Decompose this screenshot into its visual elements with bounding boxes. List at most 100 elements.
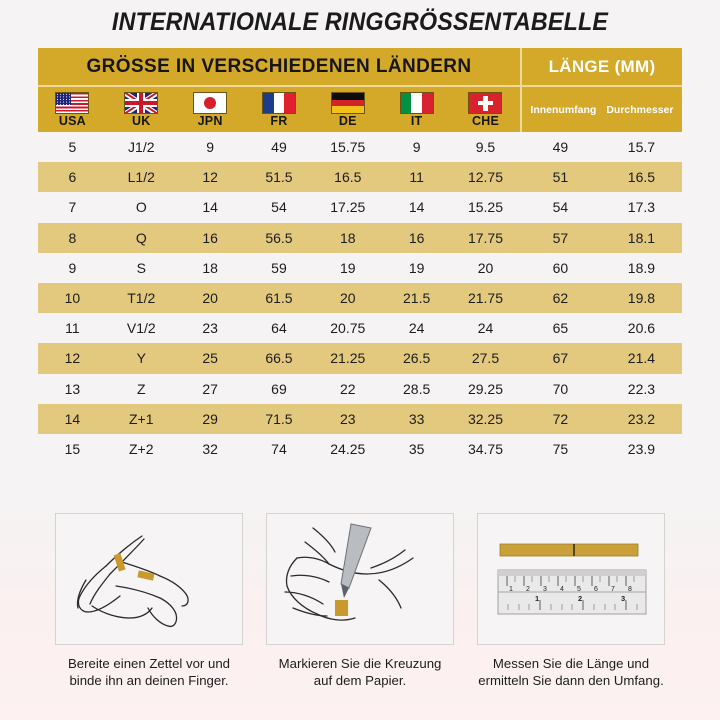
cell-che: 27.5 (471, 350, 500, 367)
cell-de: 17.25 (330, 199, 366, 216)
ring-size-table: GRÖSSE IN VERSCHIEDENEN LÄNDERN LÄNGE (M… (38, 48, 682, 465)
cell-uk: Q (135, 229, 147, 246)
cell-durchmesser: 17.3 (627, 199, 656, 216)
cell-usa: 7 (68, 199, 77, 216)
column-header-usa: USA (38, 87, 107, 132)
cell-it: 9 (412, 139, 421, 156)
cell-de: 19 (340, 259, 356, 276)
svg-text:3: 3 (543, 586, 547, 593)
illustration-hand-marking-with-pen (266, 513, 454, 645)
flag-japan-icon (193, 92, 228, 114)
cell-uk: Z (136, 380, 146, 397)
cell-it: 21.5 (403, 290, 431, 307)
svg-text:2: 2 (578, 594, 582, 603)
instruction-caption-3: Messen Sie die Länge und ermitteln Sie d… (478, 656, 664, 688)
cell-de: 20.75 (330, 320, 366, 337)
cell-fr: 59 (271, 259, 287, 276)
cell-it: 33 (408, 410, 425, 427)
cell-fr: 54 (271, 199, 287, 216)
cell-uk: Z+2 (129, 440, 154, 457)
svg-text:8: 8 (628, 586, 632, 593)
cell-usa: 12 (64, 350, 81, 367)
cell-durchmesser: 15.7 (627, 139, 656, 156)
cell-usa: 10 (64, 290, 81, 307)
table-body: 5 J1/2 9 49 15.75 9 9.5 49 15.7 6 L1/2 12 51.5 16.5 11… (38, 132, 682, 465)
cell-innenumfang: 54 (552, 199, 569, 216)
cell-it: 26.5 (403, 350, 431, 367)
table-row: 9 S 18 59 19 19 20 60 18.9 (38, 252, 682, 283)
flag-italy-icon (399, 92, 434, 114)
cell-che: 21.75 (467, 290, 503, 307)
table-row: 7 O 14 54 17.25 14 15.25 54 17.3 (38, 192, 682, 223)
cell-che: 32.25 (467, 410, 503, 427)
cell-de: 21.25 (330, 350, 366, 367)
table-row: 15 Z+2 32 74 24.25 35 34.75 75 23.9 (38, 433, 682, 465)
cell-jpn: 27 (202, 380, 218, 397)
cell-jpn: 20 (202, 290, 218, 307)
cell-jpn: 16 (202, 229, 218, 246)
cell-fr: 56.5 (265, 229, 293, 246)
table-row: 8 Q 16 56.5 18 16 17.75 57 18.1 (38, 222, 682, 253)
column-label-che: CHE (471, 114, 499, 128)
cell-it: 28.5 (403, 380, 431, 397)
cell-che: 9.5 (475, 139, 496, 156)
page-title: INTERNATIONALE RINGGRÖSSENTABELLE (111, 8, 609, 36)
cell-fr: 74 (271, 440, 287, 457)
cell-jpn: 29 (202, 410, 218, 427)
cell-fr: 69 (271, 380, 287, 397)
column-label-it: IT (410, 114, 423, 128)
table-group-header-row: GRÖSSE IN VERSCHIEDENEN LÄNDERN LÄNGE (M… (38, 48, 682, 85)
cell-durchmesser: 23.2 (627, 410, 656, 427)
cell-jpn: 12 (202, 169, 218, 186)
column-label-de: DE (338, 114, 357, 128)
cell-durchmesser: 19.8 (627, 290, 656, 307)
cell-usa: 5 (68, 139, 77, 156)
group-header-length: LÄNGE (MM) (548, 56, 656, 76)
cell-innenumfang: 57 (552, 229, 569, 246)
instruction-step-2: Markieren Sie die Kreuzung auf dem Papie… (265, 513, 455, 689)
cell-innenumfang: 72 (552, 410, 569, 427)
cell-durchmesser: 18.9 (627, 259, 656, 276)
cell-durchmesser: 20.6 (627, 320, 656, 337)
column-header-de: DE (313, 87, 382, 132)
cell-innenumfang: 51 (552, 169, 569, 186)
cell-usa: 9 (68, 259, 77, 276)
cell-che: 34.75 (467, 440, 503, 457)
table-row: 14 Z+1 29 71.5 23 33 32.25 72 23.2 (38, 403, 682, 434)
cell-it: 35 (408, 440, 425, 457)
column-label-usa: USA (58, 114, 86, 128)
cell-it: 24 (408, 320, 425, 337)
cell-jpn: 25 (202, 350, 218, 367)
column-header-che: CHE (451, 87, 520, 132)
cell-innenumfang: 70 (552, 380, 569, 397)
cell-durchmesser: 21.4 (627, 350, 656, 367)
cell-de: 18 (340, 229, 356, 246)
flag-france-icon (261, 92, 296, 114)
instruction-step-1: Bereite einen Zettel vor und binde ihn a… (54, 513, 244, 689)
cell-jpn: 14 (202, 199, 218, 216)
cell-che: 12.75 (467, 169, 503, 186)
cell-jpn: 23 (202, 320, 218, 337)
column-header-fr: FR (245, 87, 314, 132)
table-row: 10 T1/2 20 61.5 20 21.5 21.75 62 19.8 (38, 282, 682, 314)
cell-de: 22 (340, 380, 356, 397)
cell-uk: Z+1 (129, 410, 154, 427)
hand-marking-with-pen-icon (284, 523, 414, 621)
cell-it: 11 (409, 169, 424, 186)
cell-de: 20 (340, 290, 356, 307)
hand-with-paper-strip-icon (76, 535, 189, 628)
cell-fr: 64 (271, 320, 287, 337)
flag-germany-icon (330, 92, 365, 114)
svg-text:3: 3 (621, 594, 625, 603)
cell-jpn: 9 (206, 139, 214, 156)
cell-usa: 13 (64, 380, 81, 397)
cell-fr: 49 (271, 139, 287, 156)
illustration-hand-with-paper-strip (55, 513, 243, 645)
column-header-jpn: JPN (176, 87, 245, 132)
cell-usa: 8 (68, 229, 77, 246)
instructions-section: Bereite einen Zettel vor und binde ihn a… (0, 513, 720, 689)
column-header-it: IT (382, 87, 451, 132)
cell-durchmesser: 22.3 (627, 380, 656, 397)
instruction-caption-2: Markieren Sie die Kreuzung auf dem Papie… (278, 656, 442, 688)
